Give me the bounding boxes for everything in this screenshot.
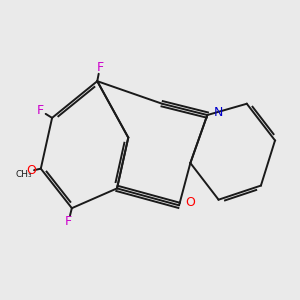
- Text: O: O: [26, 164, 36, 177]
- Text: F: F: [37, 104, 44, 117]
- Text: F: F: [96, 61, 103, 74]
- Text: O: O: [185, 196, 195, 209]
- Text: N: N: [213, 106, 223, 118]
- Text: F: F: [65, 215, 72, 228]
- Text: CH₃: CH₃: [15, 170, 32, 179]
